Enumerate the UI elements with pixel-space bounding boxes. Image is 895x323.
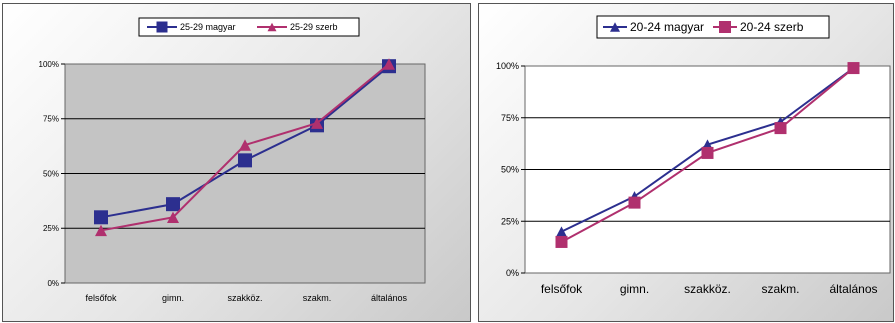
legend-label: 20-24 magyar <box>630 20 704 34</box>
data-point <box>383 58 395 70</box>
y-tick-label: 100% <box>496 61 519 71</box>
y-tick-label: 0% <box>506 268 519 278</box>
data-point <box>95 224 107 237</box>
y-tick-label: 25% <box>43 224 59 233</box>
legend-label: 20-24 szerb <box>740 20 804 34</box>
legend-marker <box>610 22 620 32</box>
line-chart-25-29: 0% 25% 50% 75% 100% felsőfok gimn. szakköz. szak… <box>39 17 426 303</box>
x-tick-label: általános <box>371 293 408 303</box>
legend-marker <box>719 21 731 33</box>
data-point <box>701 146 714 159</box>
y-tick-label: 50% <box>501 165 519 175</box>
legend-label: 25-29 magyar <box>180 22 236 32</box>
y-tick-label: 75% <box>501 113 519 123</box>
data-point <box>167 211 179 223</box>
data-point <box>239 139 251 151</box>
chart-panel-25-29: 0% 25% 50% 75% 100% felsőfok gimn. szakköz. szak… <box>2 3 471 322</box>
y-tick-label: 25% <box>501 216 519 226</box>
line-chart-20-24: 0% 25% 50% 75% 100% felsőfok gimn. szakköz. szak… <box>496 15 891 296</box>
x-tick-label: gimn. <box>620 282 649 296</box>
y-tick-label: 75% <box>43 115 59 124</box>
legend-marker <box>267 22 277 32</box>
y-tick-label: 100% <box>39 60 59 69</box>
legend-label: 25-29 szerb <box>290 22 338 32</box>
data-point <box>238 153 252 168</box>
y-tick-label: 0% <box>47 279 59 288</box>
data-point <box>166 197 180 212</box>
data-point <box>628 196 641 209</box>
data-point <box>311 117 323 129</box>
x-tick-label: általános <box>829 282 877 296</box>
chart-panel-20-24: 0% 25% 50% 75% 100% felsőfok gimn. szakköz. szak… <box>478 3 894 322</box>
x-tick-label: szakm. <box>303 293 332 303</box>
data-point <box>847 62 860 75</box>
data-point <box>774 122 787 135</box>
x-tick-label: szakköz. <box>684 282 731 296</box>
x-tick-label: szakköz. <box>227 293 262 303</box>
legend-marker <box>156 21 168 33</box>
x-tick-label: felsőfok <box>85 293 117 303</box>
data-point <box>555 235 568 248</box>
x-tick-label: felsőfok <box>541 282 583 296</box>
data-point <box>556 226 567 237</box>
data-point <box>94 210 108 225</box>
x-tick-label: szakm. <box>761 282 799 296</box>
x-tick-label: gimn. <box>162 293 184 303</box>
y-tick-label: 50% <box>43 169 59 178</box>
legend-box <box>138 17 360 37</box>
